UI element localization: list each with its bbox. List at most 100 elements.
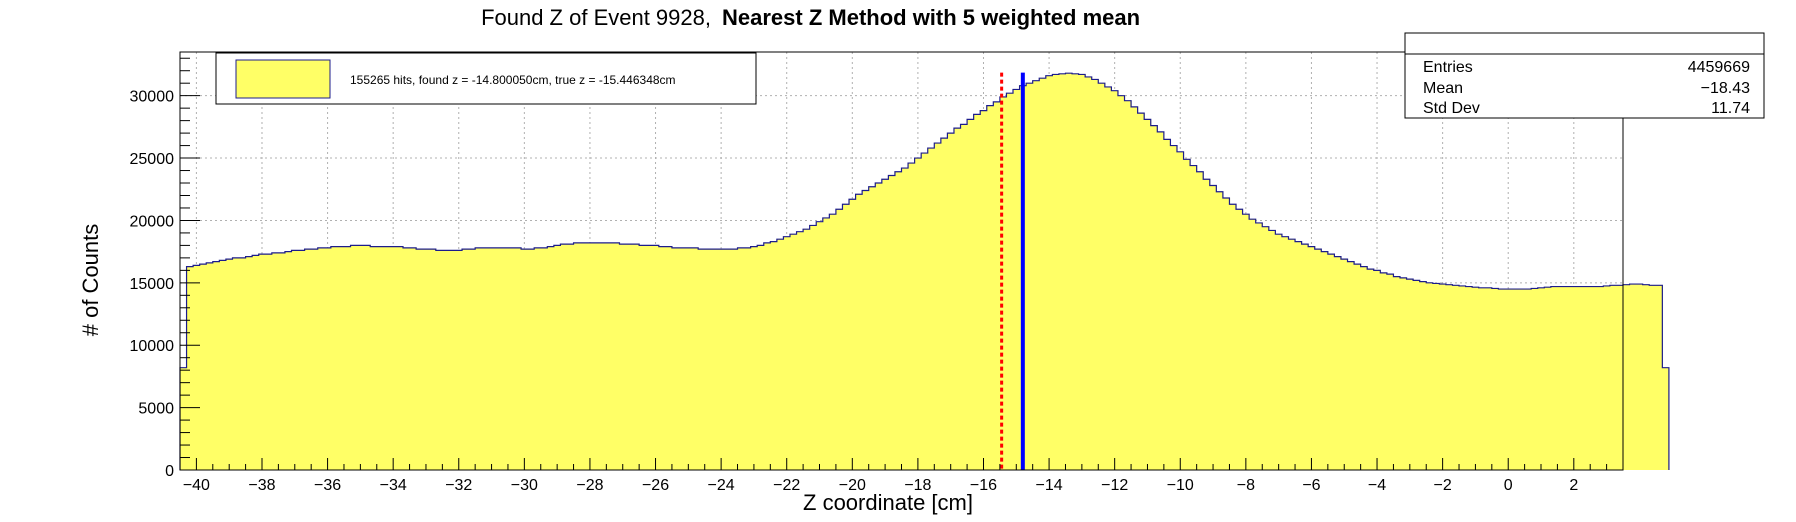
histogram-bin — [973, 114, 981, 470]
histogram-bin — [291, 250, 299, 470]
histogram-bin — [534, 247, 542, 470]
histogram-bin — [580, 242, 588, 470]
histogram-bin — [757, 245, 765, 470]
histogram-bin — [1321, 251, 1329, 470]
histogram-bin — [658, 246, 666, 470]
histogram-bin — [521, 249, 529, 470]
histogram-bin — [475, 247, 483, 470]
histogram-bin — [409, 247, 417, 470]
histogram-bin — [311, 249, 319, 470]
x-tick-label: −32 — [445, 477, 472, 494]
histogram-bin — [337, 246, 345, 470]
histogram-bin — [914, 158, 922, 471]
x-tick-label: −18 — [904, 477, 931, 494]
histogram-bin — [1117, 95, 1126, 471]
histogram-bin — [822, 217, 830, 470]
histogram-bin — [1563, 286, 1572, 470]
histogram-bin — [921, 153, 929, 470]
histogram-bin — [416, 249, 424, 470]
histogram-bin — [1491, 288, 1499, 470]
histogram-bin — [462, 249, 470, 470]
histogram-bin — [501, 247, 509, 470]
histogram-bin — [1524, 289, 1532, 470]
histogram-bin — [1478, 287, 1486, 470]
histogram-bin — [927, 148, 935, 470]
histogram-bin — [1642, 284, 1650, 470]
histogram-bin — [783, 236, 791, 470]
x-tick-label: −22 — [773, 477, 800, 494]
histogram-bin — [343, 246, 352, 470]
histogram-bin — [894, 171, 903, 470]
histogram-bin — [540, 247, 548, 470]
histogram-bin — [1347, 261, 1355, 470]
histogram-bin — [855, 194, 863, 470]
histogram-bin — [566, 244, 575, 470]
x-axis-ticks: −40 −38 −36 −34 −32 −30 −28 −26 −24 −22 −20 −18 −16−… — [179, 458, 1624, 494]
histogram-bin — [455, 250, 463, 470]
histogram-bin — [1636, 284, 1644, 470]
histogram-bin — [357, 245, 365, 470]
histogram-bin — [704, 249, 712, 470]
histogram-bin — [763, 242, 771, 470]
histogram-bin — [1623, 284, 1631, 470]
histogram-bin — [908, 163, 916, 470]
y-tick-label: 20000 — [130, 213, 175, 230]
x-tick-label: −10 — [1167, 477, 1194, 494]
histogram-bin — [1340, 259, 1349, 470]
histogram-bin — [547, 246, 555, 470]
histogram-bin — [1255, 222, 1263, 470]
histogram-bin — [1170, 145, 1178, 470]
histogram-bin — [1078, 74, 1086, 470]
histogram-bin — [553, 245, 562, 470]
histogram-bin — [383, 246, 391, 470]
y-tick-label: 30000 — [130, 89, 175, 106]
histogram-bin — [1229, 204, 1237, 470]
histogram-bin — [1190, 165, 1198, 470]
histogram-bin — [1085, 76, 1093, 470]
histogram-bin — [652, 245, 660, 470]
histogram-bin — [829, 214, 837, 470]
histogram-bin — [875, 183, 883, 470]
histogram-bin — [271, 252, 279, 470]
histogram-bin — [1203, 179, 1211, 470]
histogram-bin — [960, 124, 968, 470]
histogram-bin — [1452, 285, 1460, 470]
histogram-bin — [1577, 286, 1585, 470]
x-tick-label: 0 — [1504, 477, 1513, 494]
histogram-bin — [199, 264, 207, 470]
histogram-bin — [1550, 286, 1559, 470]
x-tick-label: −24 — [708, 477, 735, 494]
histogram-bin — [488, 247, 496, 470]
histogram-bin — [626, 244, 634, 470]
histogram-bin — [1603, 285, 1611, 470]
histogram-bin — [1472, 287, 1480, 470]
stats-mean-value: −18.43 — [1701, 80, 1750, 97]
histogram-bin — [901, 168, 909, 470]
histogram-bin — [448, 250, 457, 470]
stats-mean-label: Mean — [1423, 80, 1463, 97]
histogram-bin — [1662, 367, 1670, 470]
histogram-bin — [180, 367, 188, 470]
histogram-bin — [1098, 83, 1106, 470]
histogram-bin — [481, 247, 489, 470]
x-tick-label: −12 — [1101, 477, 1128, 494]
x-tick-label: −6 — [1302, 477, 1320, 494]
y-tick-label: 10000 — [130, 338, 175, 355]
histogram-bin — [776, 239, 785, 470]
histogram-bin — [1058, 73, 1067, 471]
histogram-bin — [711, 249, 719, 470]
x-tick-label: −16 — [970, 477, 997, 494]
histogram-bin — [350, 245, 358, 470]
x-tick-label: −26 — [642, 477, 669, 494]
stats-frame — [1404, 32, 1765, 119]
histogram-bin — [619, 244, 627, 470]
histogram-bin — [1609, 285, 1618, 470]
histogram-bin — [678, 247, 686, 470]
histogram-bin — [304, 249, 312, 470]
histogram-bin — [1183, 159, 1191, 470]
histogram-bin — [212, 261, 220, 470]
histogram-bin — [186, 266, 194, 470]
histogram-bin — [317, 247, 325, 470]
histogram-bin — [429, 249, 437, 470]
histogram-bin — [1367, 269, 1375, 470]
